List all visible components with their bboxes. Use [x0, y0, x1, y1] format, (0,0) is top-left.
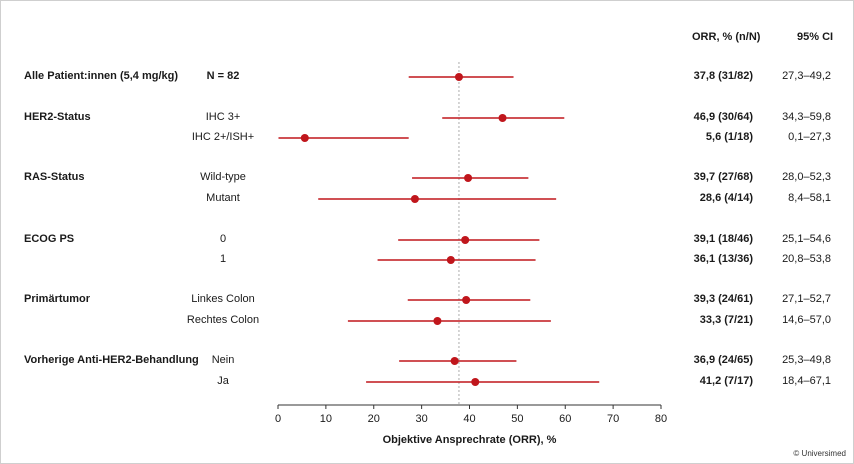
ci-value: 8,4–58,1: [788, 192, 831, 204]
x-tick-label: 60: [559, 413, 571, 425]
x-tick-label: 40: [463, 413, 475, 425]
orr-value: 36,9 (24/65): [693, 354, 753, 366]
orr-value: 28,6 (4/14): [699, 192, 753, 204]
orr-value: 39,1 (18/46): [693, 233, 753, 245]
ci-value: 25,3–49,8: [782, 354, 831, 366]
x-tick-label: 50: [511, 413, 523, 425]
subgroup-label: Nein: [211, 354, 235, 366]
subgroup-label: Wild-type: [200, 171, 246, 183]
subgroup-label: Rechtes Colon: [186, 314, 260, 326]
ci-value: 14,6–57,0: [782, 314, 831, 326]
x-axis-label: Objektive Ansprechrate (ORR), %: [382, 434, 557, 446]
orr-point: [464, 174, 473, 182]
orr-value: 33,3 (7/21): [699, 314, 753, 326]
subgroup-label: N = 82: [206, 70, 240, 82]
orr-point: [461, 236, 470, 244]
orr-point: [433, 317, 442, 325]
orr-column-header: ORR, % (n/N): [692, 31, 761, 43]
orr-point: [471, 378, 480, 386]
orr-point: [498, 114, 507, 122]
ci-value: 34,3–59,8: [782, 111, 831, 123]
x-tick-label: 30: [416, 413, 428, 425]
subgroup-label: Ja: [217, 375, 229, 387]
subgroup-label: 0: [219, 233, 227, 245]
orr-value: 39,7 (27/68): [693, 171, 753, 183]
group-label: Primärtumor: [24, 293, 91, 305]
ci-value: 28,0–52,3: [782, 171, 831, 183]
ci-column-header: 95% CI: [797, 31, 834, 43]
x-tick-label: 80: [655, 413, 667, 425]
orr-point: [462, 296, 471, 304]
x-tick-label: 20: [368, 413, 380, 425]
orr-point: [450, 357, 459, 365]
subgroup-label: Mutant: [206, 192, 240, 204]
group-label: RAS-Status: [24, 171, 85, 183]
orr-point: [300, 134, 309, 142]
orr-point: [454, 73, 463, 81]
ci-value: 25,1–54,6: [782, 233, 831, 245]
orr-point: [446, 256, 455, 264]
ci-value: 18,4–67,1: [782, 375, 831, 387]
ci-value: 20,8–53,8: [782, 253, 831, 265]
subgroup-label: IHC 2+/ISH+: [191, 131, 255, 143]
orr-value: 36,1 (13/36): [693, 253, 753, 265]
subgroup-label: 1: [219, 253, 227, 265]
ci-value: 0,1–27,3: [788, 131, 831, 143]
x-tick-label: 0: [275, 413, 281, 425]
orr-point: [410, 195, 419, 203]
group-label: Vorherige Anti-HER2-Behandlung: [24, 354, 199, 366]
orr-value: 39,3 (24/61): [693, 293, 753, 305]
x-tick-label: 70: [607, 413, 619, 425]
group-label: HER2-Status: [24, 111, 91, 123]
group-label: Alle Patient:innen (5,4 mg/kg): [24, 70, 179, 82]
copyright-notice: © Universimed: [793, 449, 846, 458]
orr-value: 41,2 (7/17): [699, 375, 753, 387]
orr-value: 46,9 (30/64): [693, 111, 753, 123]
x-tick-label: 10: [320, 413, 332, 425]
subgroup-label: IHC 3+: [205, 111, 241, 123]
ci-value: 27,1–52,7: [782, 293, 831, 305]
subgroup-label: Linkes Colon: [191, 293, 255, 305]
ci-value: 27,3–49,2: [782, 70, 831, 82]
orr-value: 5,6 (1/18): [705, 131, 753, 143]
orr-value: 37,8 (31/82): [693, 70, 753, 82]
group-label: ECOG PS: [24, 233, 75, 245]
